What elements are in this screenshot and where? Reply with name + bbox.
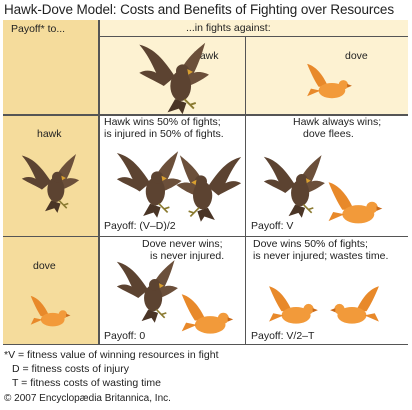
cell-hawk-vs-dove: Hawk always wins; dove flees. Payoff: V <box>245 114 408 236</box>
hawk-icon <box>116 259 179 324</box>
col-hawk-cell: hawk <box>98 36 245 114</box>
cell-description-line-2: is never injured; wastes time. <box>253 250 389 262</box>
grid-line <box>3 114 408 116</box>
payoff-label: Payoff: (V–D)/2 <box>104 220 176 232</box>
dove-icon <box>30 295 71 327</box>
footnote-d: D = fitness costs of injury <box>12 363 130 375</box>
footnote-t: T = fitness costs of wasting time <box>12 377 161 389</box>
page-title: Hawk-Dove Model: Costs and Benefits of F… <box>4 2 394 17</box>
row-hawk-header: hawk <box>3 114 98 236</box>
cell-dove-vs-hawk: Dove never wins; is never injured. Payof… <box>98 236 245 345</box>
cell-description-line-1: Hawk wins 50% of fights; <box>104 116 221 128</box>
grid-line <box>3 236 408 237</box>
col-header-label: ...in fights against: <box>186 22 271 34</box>
dove-icon <box>181 294 234 334</box>
col-dove-label: dove <box>345 50 368 62</box>
dove-icon <box>328 182 383 224</box>
cell-hawk-vs-hawk: Hawk wins 50% of fights; is injured in 5… <box>98 114 245 236</box>
hawk-icon <box>263 154 326 219</box>
payoff-label: Payoff: V <box>251 220 294 232</box>
grid-line <box>245 36 246 345</box>
col-dove-cell: dove <box>245 36 408 114</box>
cell-dove-vs-dove: Dove wins 50% of fights; is never injure… <box>245 236 408 345</box>
row-hawk-label: hawk <box>37 128 62 140</box>
cell-description-line-1: Dove wins 50% of fights; <box>253 238 368 250</box>
col-header-cell: ...in fights against: <box>98 20 408 36</box>
dove-icon <box>269 286 318 324</box>
cell-description-line-2: dove flees. <box>303 128 354 140</box>
footnote-v: *V = fitness value of winning resources … <box>4 349 219 361</box>
row-header-label: Payoff* to... <box>11 23 66 35</box>
cell-description-line-1: Hawk always wins; <box>293 116 382 128</box>
copyright: © 2007 Encyclopædia Britannica, Inc. <box>4 393 171 404</box>
cell-description-line-1: Dove never wins; <box>142 238 223 250</box>
payoff-matrix: Payoff* to... ...in fights against: hawk… <box>3 20 408 345</box>
payoff-label: Payoff: 0 <box>104 330 146 342</box>
dove-icon <box>330 286 379 324</box>
row-dove-header: dove <box>3 236 98 345</box>
hawk-icon <box>21 153 80 214</box>
cell-description-line-2: is never injured. <box>150 250 225 262</box>
grid-border <box>3 344 408 345</box>
hawk-icon <box>175 154 242 223</box>
payoff-label: Payoff: V/2–T <box>251 330 315 342</box>
dove-icon <box>307 63 352 99</box>
grid-line <box>98 36 408 37</box>
row-header-cell: Payoff* to... <box>3 20 98 114</box>
grid-line <box>98 20 100 345</box>
row-dove-label: dove <box>33 260 56 272</box>
hawk-icon <box>138 41 210 114</box>
cell-description-line-2: is injured in 50% of fights. <box>104 128 224 140</box>
